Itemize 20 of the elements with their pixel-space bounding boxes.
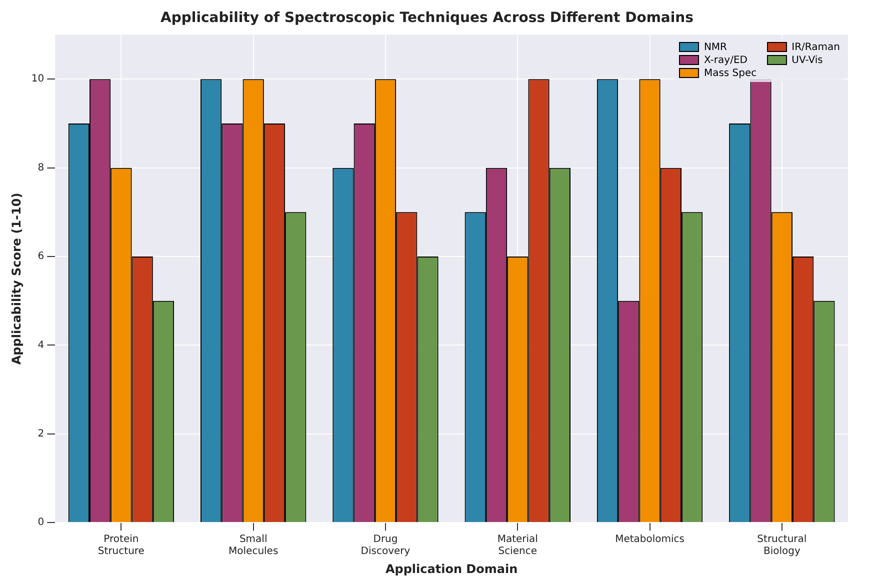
x-tick-label: Structural Biology (757, 534, 807, 558)
x-tick-label: Material Science (497, 534, 538, 558)
y-tick-label: 4 (38, 340, 44, 351)
legend-label: NMR (704, 42, 728, 53)
x-axis-title: Application Domain (385, 562, 518, 576)
legend-label: IR/Raman (792, 42, 840, 53)
legend-label: UV-Vis (792, 54, 823, 66)
x-tick-label: Drug Discovery (360, 534, 410, 558)
y-tick-label: 0 (38, 517, 44, 528)
y-tick-label: 10 (31, 74, 44, 85)
x-tick-label: Protein Structure (98, 534, 144, 558)
legend-label: Mass Spec (704, 68, 757, 79)
y-tick-label: 2 (38, 428, 44, 440)
y-axis-title: Applicability Score (1-10) (9, 192, 24, 365)
legend-label: X-ray/ED (704, 54, 748, 66)
y-tick-label: 8 (38, 162, 44, 174)
y-tick-label: 6 (38, 251, 44, 262)
x-tick-label: Metabolomics (615, 534, 684, 546)
x-tick-label: Small Molecules (228, 534, 278, 558)
chart-title: Applicability of Spectroscopic Techniques Across Different Domains (160, 10, 694, 26)
